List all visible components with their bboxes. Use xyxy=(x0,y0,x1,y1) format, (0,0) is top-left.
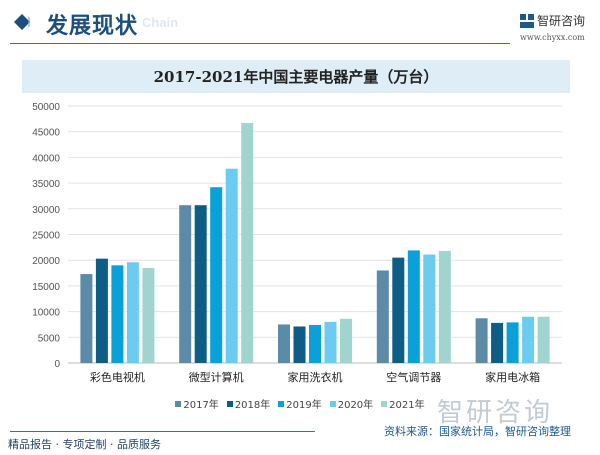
y-tick-label: 50000 xyxy=(32,102,60,113)
bar xyxy=(179,205,192,363)
legend-swatch xyxy=(226,400,233,407)
chart-title: 2017-2021年中国主要电器产量（万台） xyxy=(153,68,439,86)
y-tick-label: 0 xyxy=(54,359,60,370)
footer-divider xyxy=(10,431,315,432)
y-tick-label: 30000 xyxy=(32,205,60,216)
legend-swatch xyxy=(329,400,336,407)
logo: 智研咨询 xyxy=(520,12,585,29)
legend-label: 2019年 xyxy=(286,400,322,411)
y-tick-label: 45000 xyxy=(32,128,60,139)
bar xyxy=(506,322,519,363)
logo-text: 智研咨询 xyxy=(537,14,586,28)
bar xyxy=(210,187,223,363)
y-tick-label: 40000 xyxy=(32,153,60,164)
bar xyxy=(491,322,504,363)
x-category-label: 家用电冰箱 xyxy=(485,370,540,384)
bar xyxy=(309,324,321,363)
bar xyxy=(293,326,306,363)
footer-slogan: 精品报告 · 专项定制 · 品质服务 xyxy=(8,438,161,451)
y-tick-label: 15000 xyxy=(32,282,60,293)
y-tick-label: 5000 xyxy=(38,333,61,344)
bar xyxy=(438,250,451,363)
legend-swatch xyxy=(175,400,182,407)
bar-chart: 0 5000 10000 15000 20000 25000 30000 35000 40000… xyxy=(32,102,562,384)
legend: 2017年 2018年 2019年 2020年 2021年 xyxy=(0,396,600,411)
section-title: 发展现状 xyxy=(46,13,139,39)
source-note: 资料来源：国家统计局，智研咨询整理 xyxy=(384,425,571,438)
legend-item: 2021年 xyxy=(381,396,425,411)
y-tick-label: 20000 xyxy=(32,256,60,267)
legend-label: 2017年 xyxy=(183,400,219,411)
legend-label: 2018年 xyxy=(234,400,271,411)
x-category-label: 空气调节器 xyxy=(386,370,441,384)
logo-icon xyxy=(520,13,534,28)
chart-title-band: 2017-2021年中国主要电器产量（万台） xyxy=(22,60,570,93)
bar xyxy=(278,324,290,363)
bar xyxy=(376,270,389,363)
y-tick-label: 25000 xyxy=(32,231,60,242)
bar xyxy=(80,274,93,363)
bar xyxy=(407,250,420,363)
bar xyxy=(111,265,124,363)
legend-label: 2021年 xyxy=(389,400,425,411)
legend-swatch xyxy=(381,400,388,407)
legend-label: 2020年 xyxy=(337,400,374,411)
bar xyxy=(475,318,488,363)
legend-swatch xyxy=(278,400,285,407)
legend-item: 2018年 xyxy=(226,396,271,411)
watermark: 智研咨询 xyxy=(437,398,554,428)
legend-item: 2019年 xyxy=(278,396,322,411)
bar xyxy=(126,262,139,363)
logo-url: www.chyxx.com xyxy=(520,33,585,42)
bar xyxy=(522,316,535,363)
y-tick-label: 10000 xyxy=(32,308,60,319)
bar xyxy=(142,267,155,363)
bar xyxy=(423,254,436,363)
x-category-label: 微型计算机 xyxy=(189,370,244,384)
header-divider xyxy=(10,43,510,44)
bar xyxy=(95,258,108,363)
bar xyxy=(241,122,254,363)
y-tick-label: 35000 xyxy=(32,179,60,190)
bar xyxy=(392,257,405,363)
section-subtitle: Chain xyxy=(142,15,179,30)
diamond-icon xyxy=(14,14,30,30)
legend-item: 2020年 xyxy=(329,396,374,411)
x-category-label: 彩色电视机 xyxy=(90,370,145,384)
bar xyxy=(537,316,550,363)
bar xyxy=(225,168,238,363)
bar xyxy=(194,205,207,363)
x-category-label: 家用洗衣机 xyxy=(288,370,343,384)
legend-item: 2017年 xyxy=(175,396,219,411)
bar xyxy=(340,318,352,363)
bar xyxy=(324,321,337,363)
